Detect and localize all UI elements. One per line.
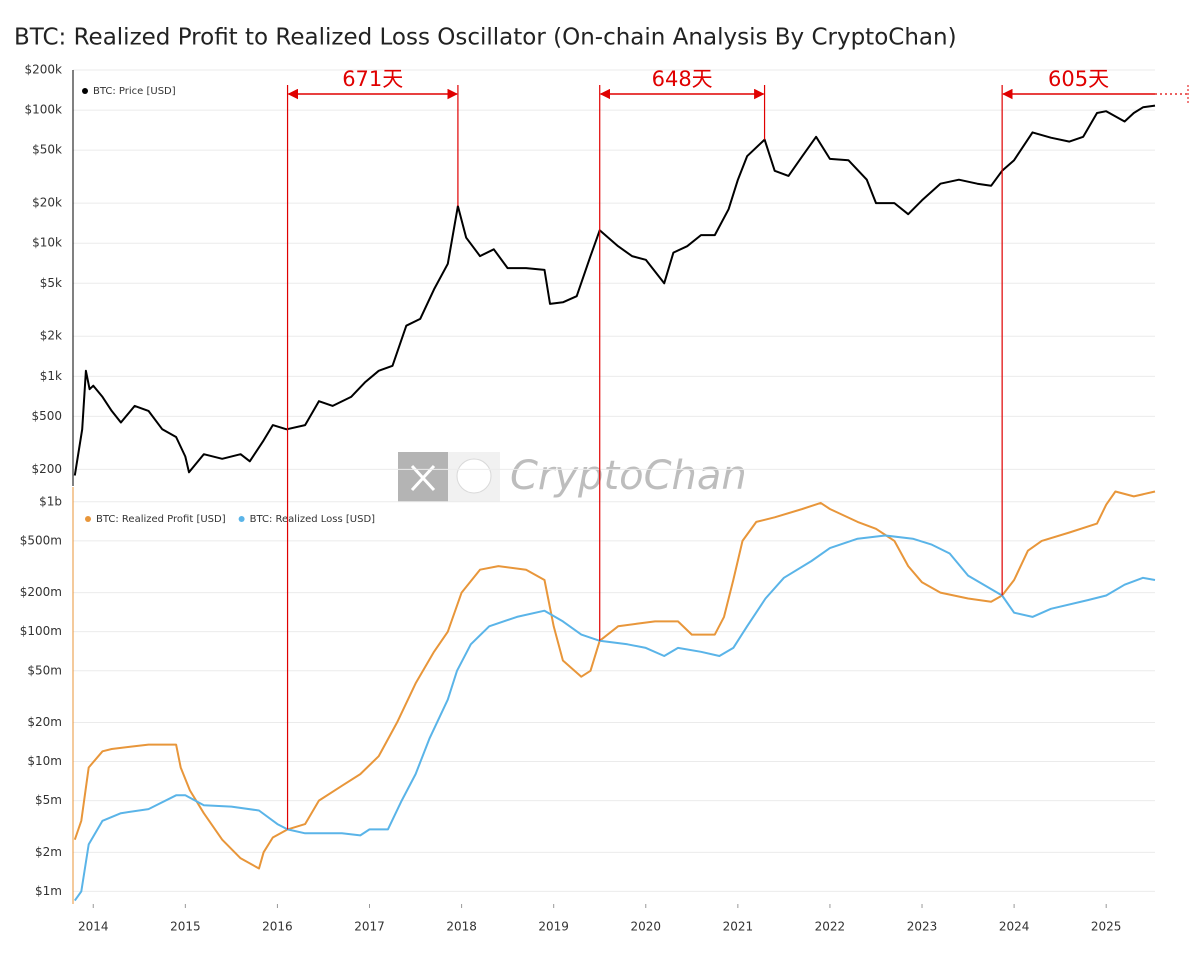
y-tick-label: $100k bbox=[25, 103, 63, 117]
y-tick-label: $2m bbox=[35, 845, 62, 859]
y-tick-label: $20m bbox=[27, 715, 62, 729]
x-tick-label: 2020 bbox=[630, 920, 661, 934]
y-tick-label: $500m bbox=[20, 533, 62, 547]
annotations: 671天 648天 605天 bbox=[286, 67, 1189, 830]
x-tick-label: 2019 bbox=[538, 920, 569, 934]
y-tick-label: $5m bbox=[35, 793, 62, 807]
y-tick-label: $1b bbox=[39, 494, 62, 508]
x-tick-label: 2017 bbox=[354, 920, 385, 934]
y-tick-label: $1k bbox=[40, 369, 62, 383]
legend-label: BTC: Realized Loss [USD] bbox=[250, 514, 376, 525]
x-tick-label: 2023 bbox=[907, 920, 938, 934]
x-tick-label: 2018 bbox=[446, 920, 477, 934]
legend-marker bbox=[85, 516, 91, 522]
y-tick-label: $50k bbox=[32, 143, 62, 157]
y-tick-label: $100m bbox=[20, 624, 62, 638]
annotation-label: 648天 bbox=[652, 67, 713, 91]
y-tick-label: $10m bbox=[27, 754, 62, 768]
watermark-face bbox=[456, 458, 492, 494]
legend-marker bbox=[82, 88, 88, 94]
y-tick-label: $5k bbox=[40, 276, 62, 290]
x-tick-label: 2014 bbox=[78, 920, 109, 934]
x-tick-label: 2021 bbox=[723, 920, 754, 934]
x-tick-label: 2016 bbox=[262, 920, 293, 934]
y-tick-label: $200m bbox=[20, 585, 62, 599]
y-tick-label: $500 bbox=[31, 409, 62, 423]
watermark: CryptoChan bbox=[398, 452, 747, 502]
annotation-label: 671天 bbox=[342, 67, 403, 91]
y-tick-label: $200 bbox=[31, 462, 62, 476]
x-tick-label: 2024 bbox=[999, 920, 1030, 934]
legend-marker bbox=[238, 516, 245, 522]
y-tick-label: $1m bbox=[35, 884, 62, 898]
legend-label: BTC: Price [USD] bbox=[93, 86, 176, 97]
x-tick-label: 2015 bbox=[170, 920, 201, 934]
y-tick-label: $20k bbox=[32, 196, 62, 210]
y-tick-label: $200k bbox=[25, 63, 63, 77]
chart-title: BTC: Realized Profit to Realized Loss Os… bbox=[14, 25, 957, 51]
lines bbox=[73, 104, 1156, 902]
x-tick-label: 2022 bbox=[815, 920, 846, 934]
legend-label: BTC: Realized Profit [USD] bbox=[96, 514, 226, 525]
watermark-text: CryptoChan bbox=[510, 453, 747, 499]
series-line bbox=[73, 490, 1156, 870]
y-tick-label: $2k bbox=[40, 329, 62, 343]
x-tick-label: 2025 bbox=[1091, 920, 1122, 934]
y-tick-label: $50m bbox=[27, 663, 62, 677]
series-line bbox=[73, 534, 1156, 902]
annotation-label: 605天 bbox=[1048, 67, 1109, 91]
y-tick-label: $10k bbox=[32, 236, 62, 250]
series-line bbox=[73, 104, 1156, 476]
watermark-x bbox=[410, 464, 436, 492]
